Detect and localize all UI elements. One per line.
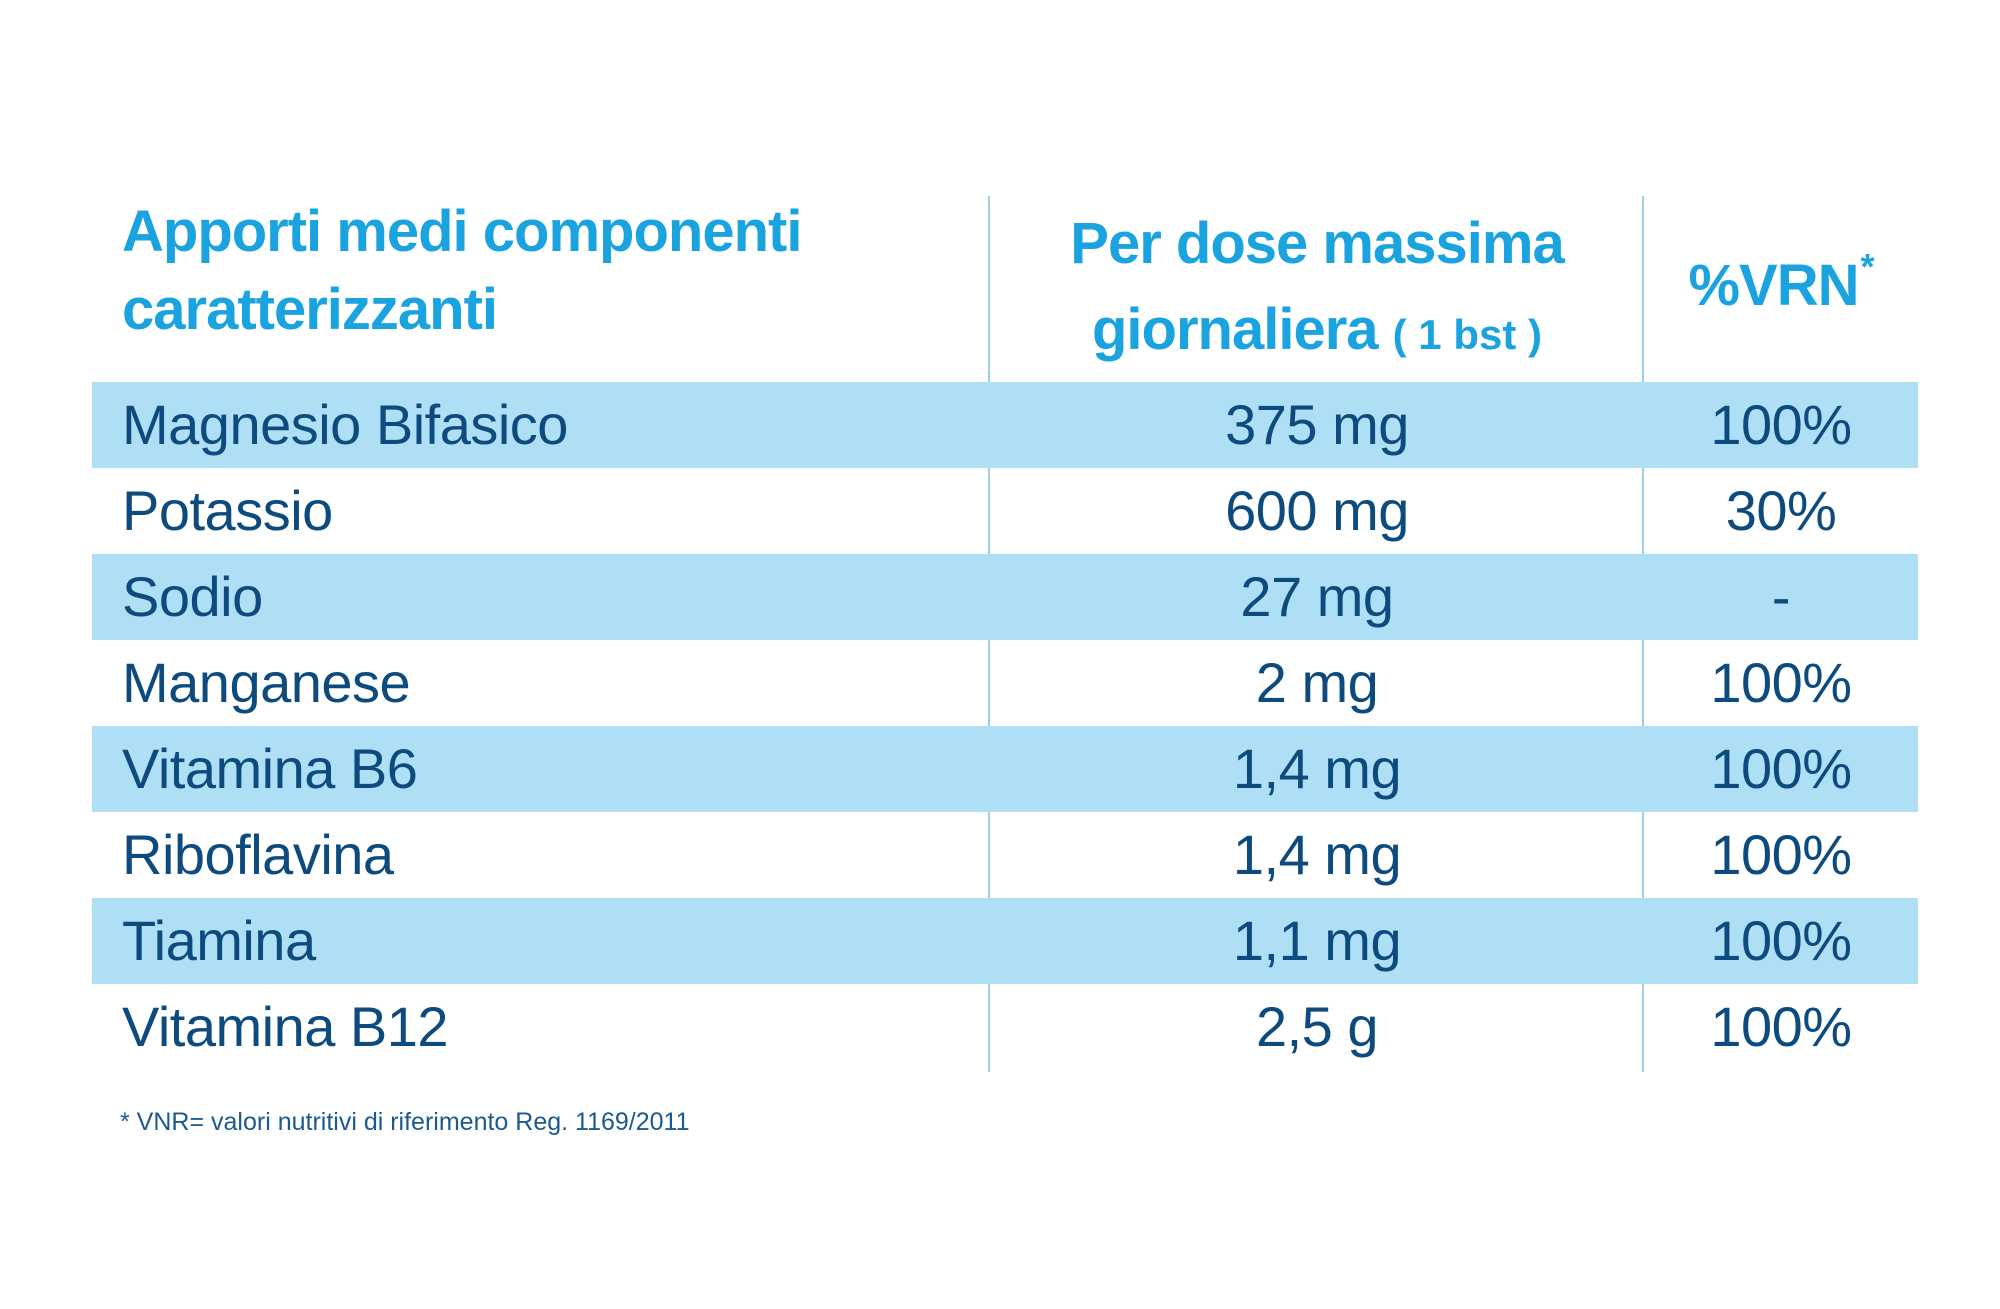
table-body: Magnesio Bifasico 375 mg 100% Potassio 6… [92, 382, 1918, 1070]
footnote: * VNR= valori nutritivi di riferimento R… [120, 1108, 690, 1136]
row-dose: 1,4 mg [1232, 823, 1402, 886]
row-vrn: 100% [1710, 651, 1852, 714]
table-row: Tiamina 1,1 mg 100% [92, 898, 1918, 984]
nutrition-table: Apporti medi componenti caratterizzanti … [92, 196, 1918, 1072]
table-row: Potassio 600 mg 30% [92, 468, 1918, 554]
header-dose-line2: giornaliera ( 1 bst ) [1092, 287, 1542, 378]
row-dose: 1,4 mg [1232, 737, 1402, 800]
row-dose: 1,1 mg [1232, 909, 1402, 972]
row-component: Tiamina [122, 909, 316, 972]
row-component: Vitamina B6 [122, 737, 418, 800]
row-dose: 27 mg [1240, 565, 1394, 628]
row-dose: 2 mg [1255, 651, 1379, 714]
row-vrn: - [1771, 565, 1791, 628]
header-vrn-asterisk: * [1860, 245, 1875, 287]
header-vrn-label: %VRN [1688, 252, 1859, 318]
table-row: Manganese 2 mg 100% [92, 640, 1918, 726]
table-row: Riboflavina 1,4 mg 100% [92, 812, 1918, 898]
header-vrn: %VRN* [1644, 192, 1918, 378]
row-vrn: 100% [1710, 823, 1852, 886]
header-dose-line2-small: ( 1 bst ) [1392, 310, 1542, 358]
row-vrn: 30% [1725, 479, 1837, 542]
row-vrn: 100% [1710, 909, 1852, 972]
header-dose: Per dose massima giornaliera ( 1 bst ) [990, 196, 1644, 382]
row-component: Potassio [122, 479, 333, 542]
header-components-line2: caratterizzanti [122, 277, 498, 342]
row-dose: 375 mg [1225, 393, 1409, 456]
row-dose: 600 mg [1225, 479, 1409, 542]
table-row: Vitamina B12 2,5 g 100% [92, 984, 1918, 1070]
row-dose: 2,5 g [1255, 995, 1379, 1058]
table-row: Vitamina B6 1,4 mg 100% [92, 726, 1918, 812]
row-vrn: 100% [1710, 995, 1852, 1058]
header-dose-line1: Per dose massima [1070, 210, 1564, 276]
table-row: Magnesio Bifasico 375 mg 100% [92, 382, 1918, 468]
row-vrn: 100% [1710, 737, 1852, 800]
header-components: Apporti medi componenti caratterizzanti [122, 196, 962, 346]
row-component: Manganese [122, 651, 411, 714]
header-dose-line2-main: giornaliera [1091, 296, 1379, 362]
row-component: Sodio [122, 565, 263, 628]
row-vrn: 100% [1710, 393, 1852, 456]
row-component: Riboflavina [122, 823, 394, 886]
row-component: Magnesio Bifasico [122, 393, 568, 456]
row-component: Vitamina B12 [122, 995, 449, 1058]
table-row: Sodio 27 mg - [92, 554, 1918, 640]
header-components-line1: Apporti medi componenti [122, 199, 802, 264]
